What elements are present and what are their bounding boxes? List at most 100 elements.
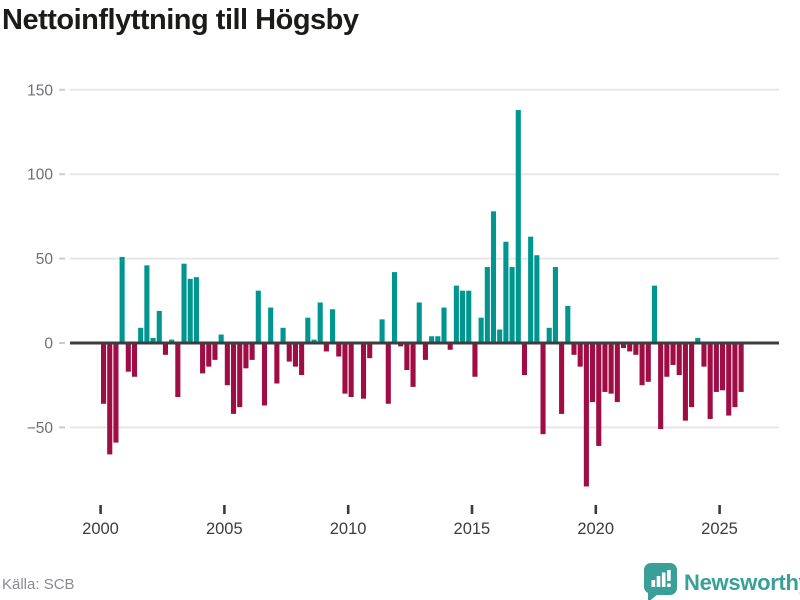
bar bbox=[627, 343, 633, 352]
bar bbox=[466, 290, 472, 343]
bar bbox=[645, 343, 651, 382]
source-label: Källa: SCB bbox=[2, 576, 75, 593]
x-axis-label: 2025 bbox=[701, 520, 738, 538]
y-axis-label: 100 bbox=[27, 167, 53, 184]
bar bbox=[528, 236, 534, 343]
bar bbox=[268, 307, 274, 343]
chart-title: Nettoinflyttning till Högsby bbox=[2, 4, 359, 36]
x-axis-tick bbox=[594, 505, 598, 514]
bar bbox=[429, 336, 435, 343]
bar bbox=[144, 265, 150, 343]
newsworthy-logo-icon bbox=[644, 563, 677, 600]
bar bbox=[404, 343, 410, 371]
bar bbox=[577, 343, 583, 367]
bar bbox=[571, 343, 577, 355]
bar bbox=[701, 343, 707, 367]
bar bbox=[732, 343, 738, 408]
bar bbox=[175, 343, 181, 398]
bar bbox=[131, 343, 138, 377]
bar bbox=[441, 307, 447, 343]
bar bbox=[410, 343, 416, 387]
bar bbox=[565, 305, 571, 343]
bar bbox=[286, 343, 292, 362]
bar bbox=[243, 343, 249, 369]
bar bbox=[193, 277, 199, 343]
x-axis-label: 2015 bbox=[454, 520, 491, 538]
y-axis-label: 50 bbox=[36, 251, 54, 268]
bar bbox=[651, 285, 658, 343]
bar bbox=[249, 343, 255, 360]
bar bbox=[162, 343, 168, 355]
bar bbox=[540, 343, 546, 435]
bar bbox=[391, 272, 398, 343]
bar bbox=[435, 336, 441, 343]
bar bbox=[503, 241, 509, 343]
x-axis-label: 2000 bbox=[82, 520, 119, 538]
bar bbox=[460, 290, 466, 343]
bar bbox=[385, 343, 391, 404]
bar bbox=[169, 339, 175, 343]
bar bbox=[230, 343, 237, 414]
bar bbox=[590, 343, 596, 403]
bar bbox=[360, 343, 367, 399]
bar bbox=[726, 343, 732, 416]
bar bbox=[330, 309, 336, 343]
bar bbox=[311, 339, 317, 343]
y-axis-label: 150 bbox=[27, 82, 53, 99]
x-axis-tick bbox=[470, 505, 474, 514]
bar bbox=[323, 343, 329, 352]
y-axis-tick bbox=[59, 257, 65, 260]
bar bbox=[336, 343, 342, 357]
bar bbox=[113, 343, 119, 443]
bar bbox=[200, 343, 206, 374]
bar bbox=[633, 343, 639, 355]
x-axis-tick bbox=[223, 505, 226, 514]
y-axis-tick bbox=[59, 426, 65, 429]
bar bbox=[695, 337, 701, 343]
bar bbox=[490, 211, 497, 343]
bar bbox=[292, 343, 298, 367]
bar bbox=[119, 256, 125, 343]
bar bbox=[156, 310, 162, 343]
bar bbox=[212, 343, 218, 360]
bar bbox=[379, 319, 385, 343]
bar bbox=[689, 343, 695, 408]
bar bbox=[658, 343, 664, 430]
bar bbox=[534, 255, 540, 343]
bar bbox=[664, 343, 670, 377]
bar bbox=[255, 290, 261, 343]
bar bbox=[206, 343, 212, 367]
bar bbox=[101, 343, 107, 404]
bar bbox=[447, 343, 453, 350]
bar bbox=[125, 343, 131, 372]
x-axis-tick bbox=[346, 505, 350, 514]
y-axis-label: −50 bbox=[27, 420, 54, 437]
y-axis-label: 0 bbox=[44, 336, 53, 353]
bar bbox=[478, 317, 484, 343]
bar bbox=[639, 343, 645, 386]
bar bbox=[398, 343, 404, 347]
bar bbox=[342, 343, 348, 394]
bar bbox=[596, 343, 602, 446]
y-axis-tick bbox=[59, 173, 65, 176]
bar bbox=[614, 343, 620, 403]
bar bbox=[707, 343, 713, 419]
bar bbox=[546, 327, 552, 343]
bar bbox=[484, 267, 490, 343]
bar bbox=[521, 343, 528, 376]
bar bbox=[472, 343, 478, 377]
x-axis-label: 2020 bbox=[577, 520, 614, 538]
bar bbox=[602, 343, 608, 392]
bar bbox=[416, 302, 422, 343]
bar bbox=[187, 278, 193, 343]
newsworthy-logo-text: Newsworthy bbox=[684, 570, 800, 595]
bar bbox=[552, 267, 558, 343]
bar bbox=[218, 334, 224, 343]
bar bbox=[453, 285, 459, 343]
bar bbox=[515, 110, 521, 343]
bar bbox=[620, 343, 627, 349]
bar bbox=[682, 343, 688, 421]
bar bbox=[261, 343, 268, 406]
bar bbox=[713, 343, 719, 392]
